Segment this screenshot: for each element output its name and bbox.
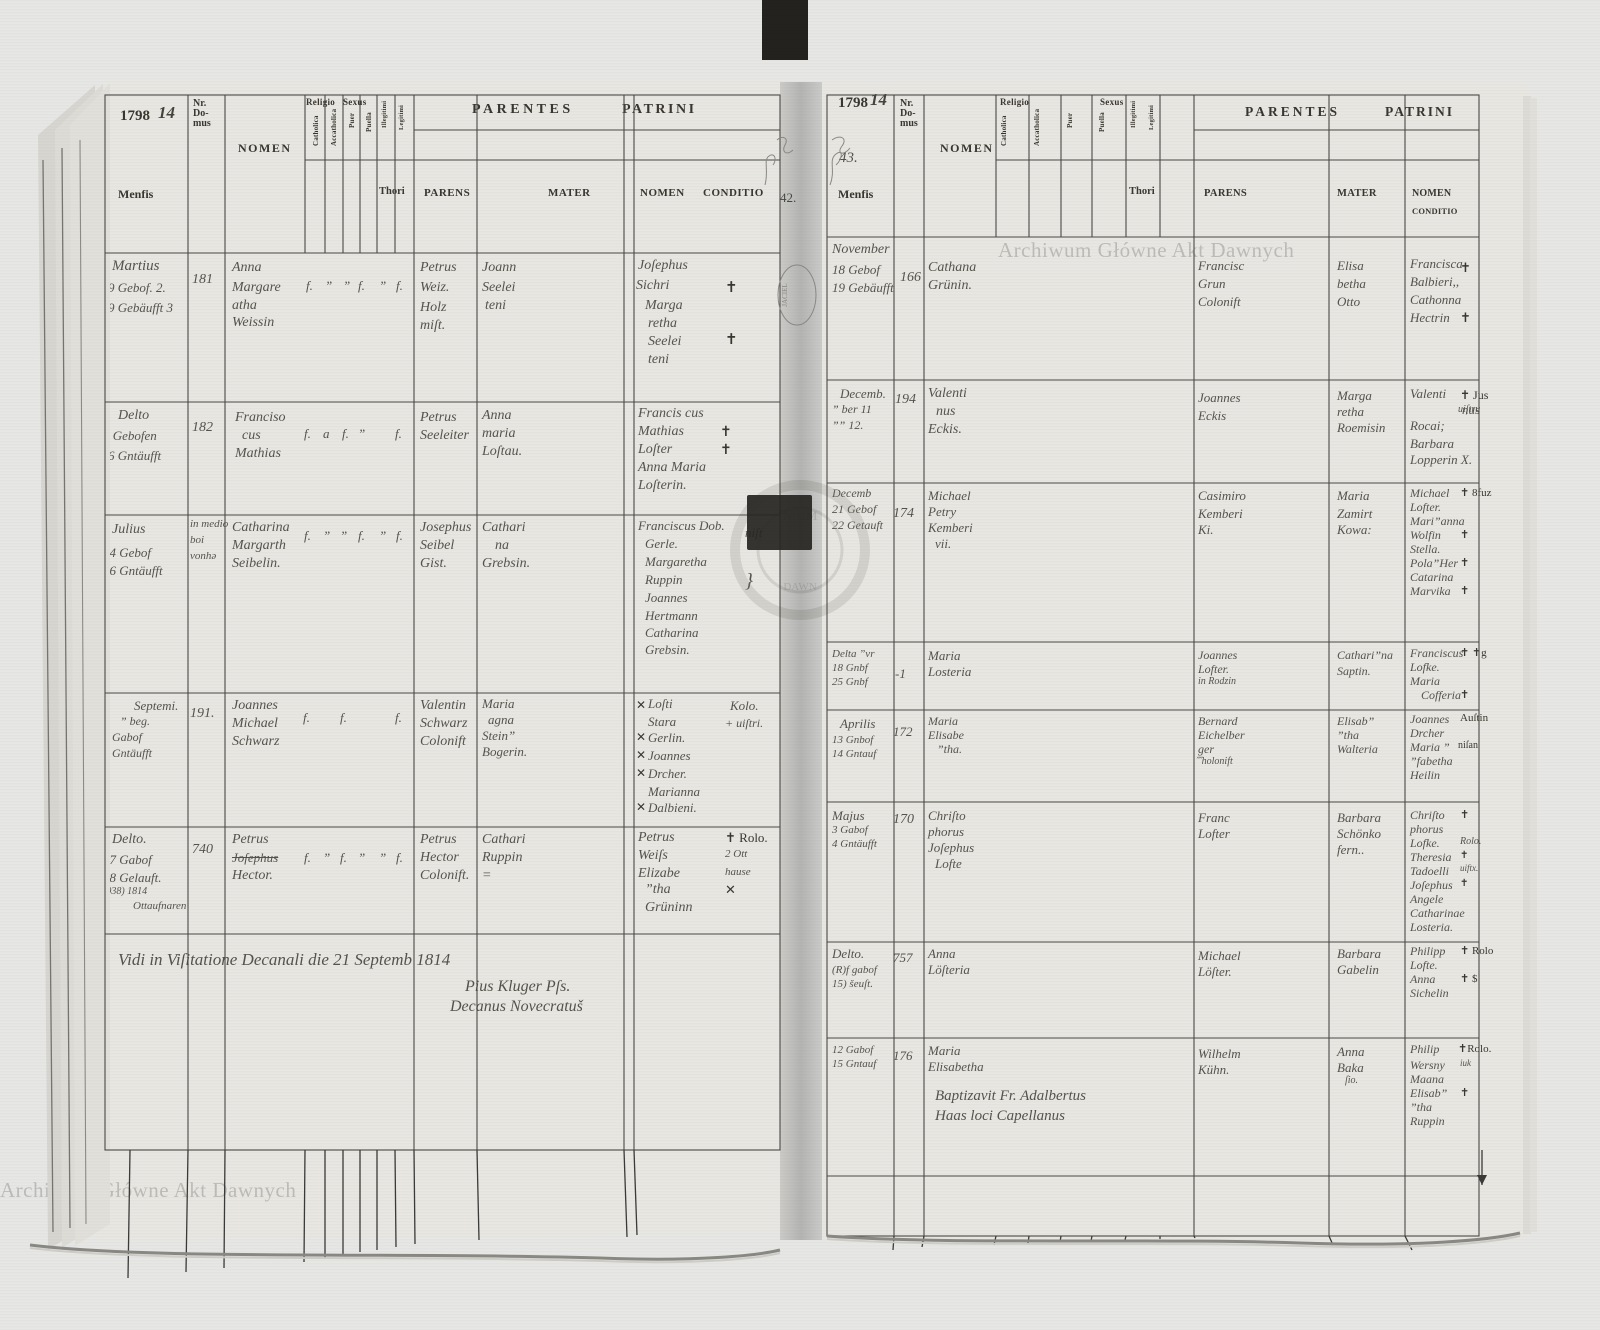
svg-text:JACIEL: JACIEL [781, 283, 789, 306]
